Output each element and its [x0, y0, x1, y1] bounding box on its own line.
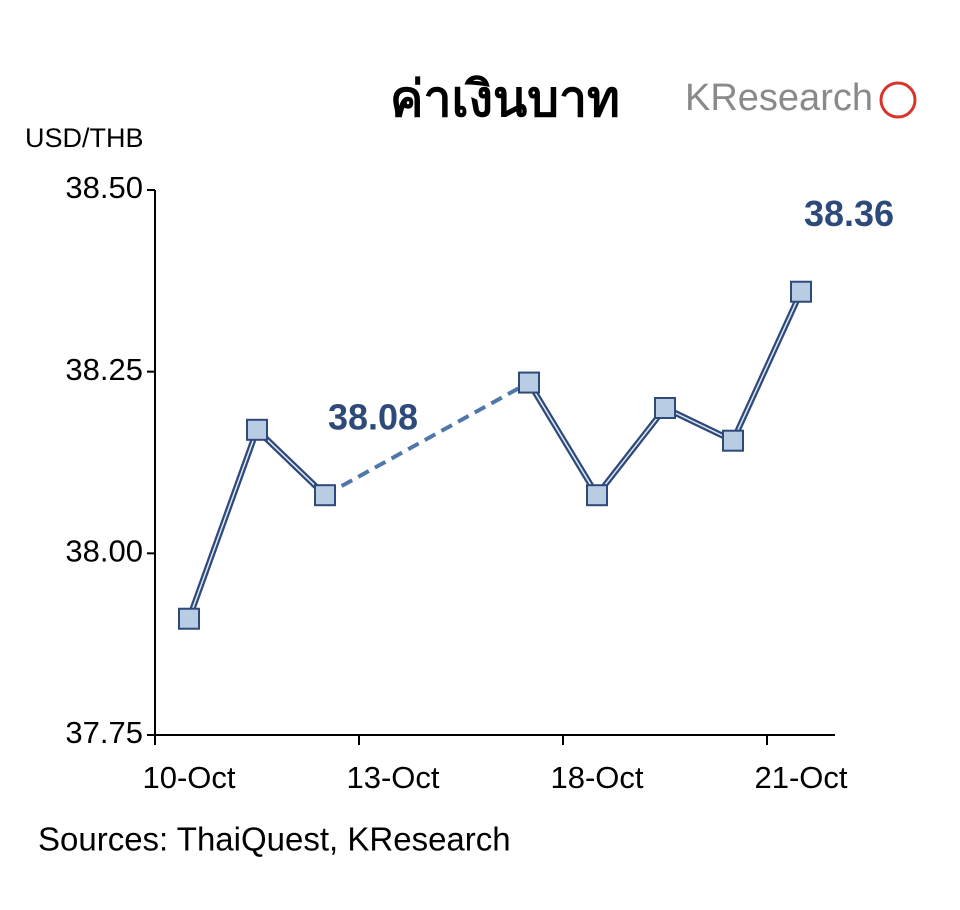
- x-tick-label: 18-Oct: [550, 760, 643, 795]
- x-tick-label: 21-Oct: [754, 760, 847, 795]
- x-tick-label: 13-Oct: [346, 760, 439, 795]
- y-tick-label: 38.00: [65, 534, 143, 569]
- marker: [586, 484, 608, 507]
- logo: KResearch: [685, 77, 873, 119]
- logo-icon: [879, 81, 917, 119]
- source: Sources: ThaiQuest, KResearch: [38, 821, 511, 858]
- y-axis-label: USD/THB: [25, 123, 144, 153]
- marker: [314, 484, 336, 507]
- data-label: 38.36: [804, 193, 894, 234]
- line-outer: [186, 290, 804, 620]
- y-tick-label: 38.25: [65, 352, 143, 387]
- marker: [722, 429, 744, 452]
- y-tick-label: 38.50: [65, 170, 143, 205]
- chart-title: ค่าเงินบาท: [390, 71, 620, 127]
- marker: [178, 607, 200, 630]
- marker: [654, 397, 676, 419]
- marker: [790, 280, 812, 303]
- gap-bridge: [324, 380, 530, 497]
- y-tick-label: 37.75: [65, 715, 143, 750]
- x-tick-label: 10-Oct: [142, 760, 235, 795]
- data-label: 38.08: [328, 397, 418, 438]
- marker: [246, 418, 268, 441]
- marker: [518, 371, 540, 394]
